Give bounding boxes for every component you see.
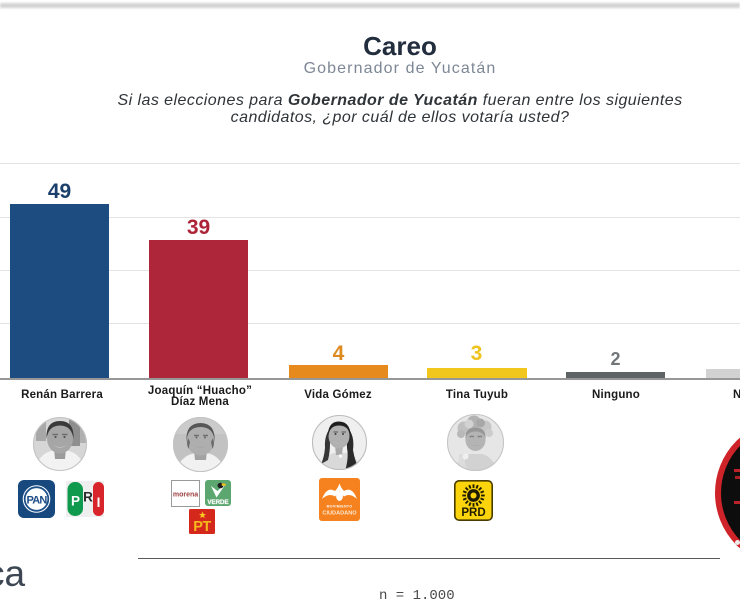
- svg-text:CIUDADANO: CIUDADANO: [322, 511, 357, 517]
- svg-text:I: I: [97, 495, 101, 510]
- svg-text:PT: PT: [193, 519, 211, 534]
- svg-text:PRD: PRD: [461, 507, 485, 519]
- svg-text:MOVIMIENTO: MOVIMIENTO: [327, 505, 353, 509]
- svg-text:P: P: [71, 494, 80, 509]
- svg-text:PAN: PAN: [26, 495, 47, 507]
- svg-text:VERDE: VERDE: [207, 499, 228, 506]
- svg-text:morena: morena: [173, 492, 198, 499]
- svg-text:R: R: [83, 490, 93, 505]
